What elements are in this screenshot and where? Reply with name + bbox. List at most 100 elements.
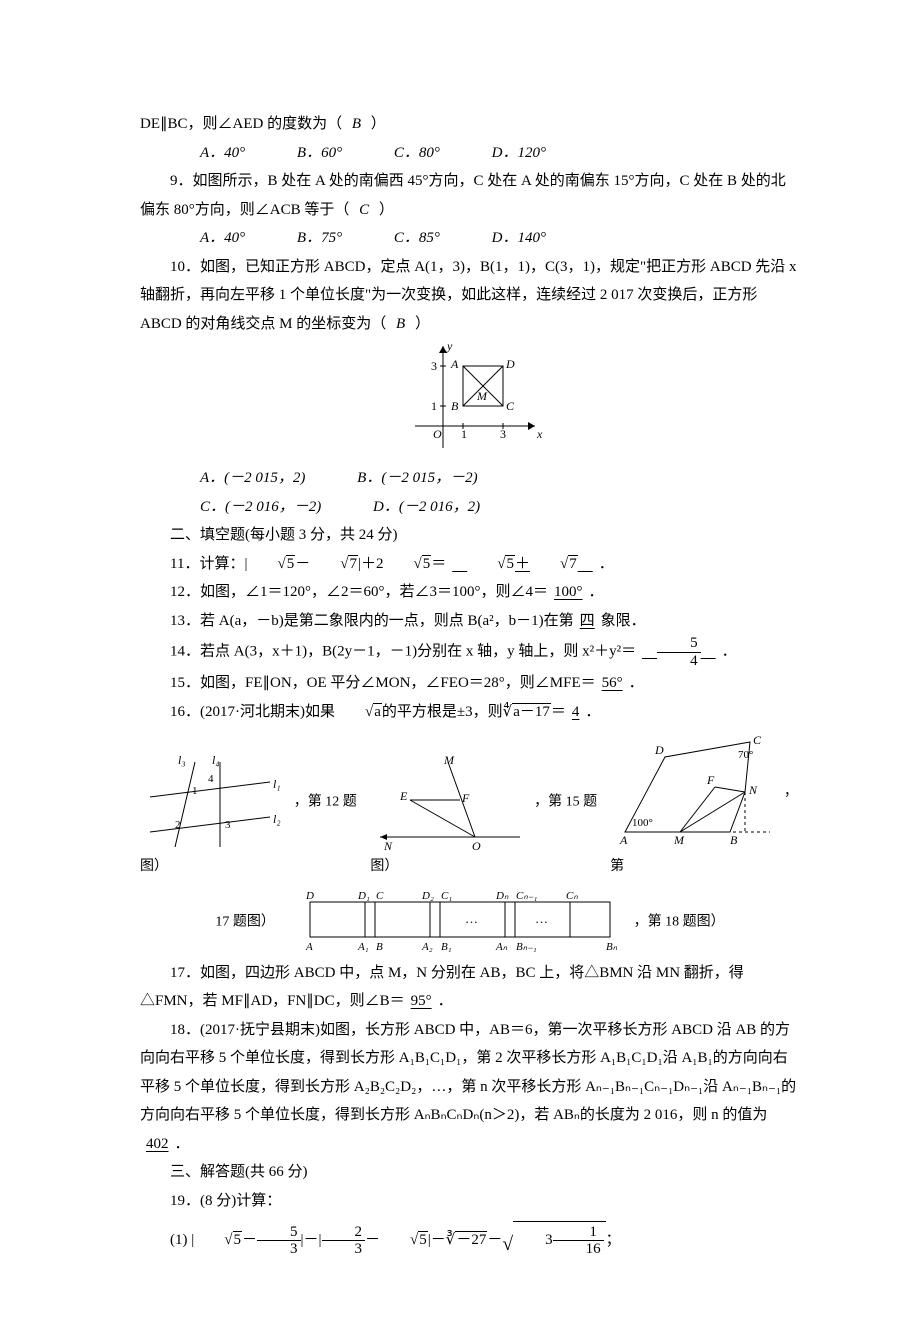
q10-text: 如图，已知正方形 ABCD，定点 A(1，3)，B(1，1)，C(3，1)，规定…: [140, 259, 797, 332]
svg-text:O: O: [433, 427, 442, 441]
q13: 13．若 A(a，－b)是第二象限内的一点，则点 B(a²，b－1)在第四象限．: [140, 607, 800, 636]
svg-text:A: A: [305, 941, 313, 953]
q11-answer: 5＋7: [446, 556, 599, 572]
q8-answer: B: [346, 116, 367, 132]
q19-p1-label: (1): [170, 1232, 191, 1248]
p1-int: 3: [545, 1232, 553, 1248]
svg-text:1: 1: [192, 785, 198, 797]
q10: 10．如图，已知正方形 ABCD，定点 A(1，3)，B(1，1)，C(3，1)…: [140, 253, 800, 339]
q8-opt-d: 120°: [517, 145, 546, 161]
q18-tail: ．: [175, 1136, 190, 1152]
svg-text:C: C: [506, 399, 515, 413]
q9: 9．如图所示，B 处在 A 处的南偏西 45°方向，C 处在 A 处的南偏东 1…: [140, 167, 800, 224]
svg-text:Cₙ: Cₙ: [566, 890, 578, 902]
svg-text:3: 3: [500, 427, 506, 441]
q16-tail: ．: [585, 704, 600, 720]
q16-root1: a: [373, 703, 382, 720]
q9-opt-b: 75°: [321, 230, 342, 246]
q14-text: 若点 A(3，x＋1)，B(2y－1，－1)分别在 x 轴，y 轴上，则 x²＋…: [200, 643, 636, 659]
q14: 14．若点 A(3，x＋1)，B(2y－1，－1)分别在 x 轴，y 轴上，则 …: [140, 635, 800, 669]
svg-text:l₁: l₁: [273, 777, 281, 791]
q12: 12．如图，∠1＝120°，∠2＝60°，若∠3＝100°，则∠4＝100°．: [140, 578, 800, 607]
svg-text:D₂: D₂: [421, 890, 434, 902]
q17-tail: ．: [438, 993, 453, 1009]
q12-tail: ．: [589, 584, 604, 600]
q10-close: ）: [415, 316, 430, 332]
q18-number: 18．: [170, 1022, 200, 1038]
svg-text:Bₙ₋₁: Bₙ₋₁: [516, 941, 537, 953]
svg-text:M: M: [673, 833, 685, 847]
q16-answer: 4: [566, 704, 586, 720]
svg-text:C₁: C₁: [441, 890, 452, 902]
q10-figure: O x y 1 3 1 3 A B C D M: [140, 338, 800, 458]
p1-r1: 5: [233, 1231, 243, 1248]
svg-text:l₃: l₃: [178, 753, 186, 767]
eq: ＝: [431, 556, 446, 572]
svg-text:D₁: D₁: [357, 890, 370, 902]
svg-text:x: x: [536, 427, 543, 441]
svg-text:D: D: [654, 743, 664, 757]
q17: 17．如图，四边形 ABCD 中，点 M，N 分别在 AB，BC 上，将△BMN…: [140, 959, 800, 1016]
svg-text:l₂: l₂: [273, 812, 281, 826]
q8-text: DE∥BC，则∠AED 的度数为（: [140, 116, 342, 132]
q15-answer: 56°: [596, 675, 629, 691]
q8-options: A．40° B．60° C．80° D．120°: [140, 139, 800, 168]
q13-text: 若 A(a，－b)是第二象限内的一点，则点 B(a²，b－1)在第: [200, 613, 574, 629]
cube-root-icon: －27: [446, 1231, 488, 1248]
q11-root1: 5: [286, 555, 296, 572]
q17-number: 17．: [170, 965, 200, 981]
q8-opt-b: 60°: [321, 145, 342, 161]
q9-answer: C: [353, 202, 375, 218]
q10-opt-d: (－2 016，2): [399, 499, 480, 515]
svg-text:3: 3: [225, 819, 231, 831]
q12-number: 12．: [170, 584, 200, 600]
q10-options-1: A．(－2 015，2) B．(－2 015，－2): [140, 464, 800, 493]
q13-tail: 象限．: [601, 613, 646, 629]
q19-part1: (1) |5－53|－|23－5|－－27－√3116；: [140, 1221, 800, 1269]
q15: 15．如图，FE∥ON，OE 平分∠MON，∠FEO＝28°，则∠MFE＝56°…: [140, 669, 800, 698]
svg-text:N: N: [383, 839, 393, 852]
q15-number: 15．: [170, 675, 200, 691]
eq: ＝: [551, 704, 566, 720]
svg-text:M: M: [443, 753, 455, 767]
q9-options: A．40° B．75° C．85° D．140°: [140, 224, 800, 253]
q9-close: ）: [379, 202, 394, 218]
q15-tail: ．: [629, 675, 644, 691]
q19-number: 19．: [170, 1193, 200, 1209]
fig17-caption-tail: 17 题图）: [215, 914, 275, 929]
q10-opt-a: (－2 015，2): [224, 470, 305, 486]
q14-answer: 54: [636, 643, 722, 659]
svg-text:A: A: [619, 833, 628, 847]
q8-opt-c: 80°: [419, 145, 440, 161]
fourth-root-icon: a－17: [503, 703, 551, 720]
minus: －: [295, 556, 310, 572]
fig18-caption: ，第 18 题图）: [634, 914, 725, 929]
q14-tail: ．: [722, 643, 737, 659]
svg-text:4: 4: [208, 773, 214, 785]
svg-text:Bₙ: Bₙ: [606, 941, 618, 953]
figures-row-1: l₁ l₂ l₃ l₄ 1 2 3 4 ，第 12 题图） N O M E F …: [140, 732, 800, 881]
q10-options-2: C．(－2 016，－2) D．(－2 016，2): [140, 493, 800, 522]
figures-row-2: 17 题图） … … D D₁ C D₂ C₁ Dₙ Cₙ₋₁ Cₙ A A₁ …: [140, 887, 800, 957]
svg-text:3: 3: [431, 359, 437, 373]
svg-text:E: E: [399, 789, 408, 803]
svg-text:F: F: [706, 773, 715, 787]
fig-18: … … D D₁ C D₂ C₁ Dₙ Cₙ₋₁ Cₙ A A₁ B A₂ B₁…: [290, 887, 630, 957]
section-2-title: 二、填空题(每小题 3 分，共 24 分): [140, 521, 800, 550]
q9-opt-a: 40°: [224, 230, 245, 246]
svg-text:y: y: [446, 339, 453, 353]
svg-text:B: B: [730, 833, 738, 847]
coord-plane-icon: O x y 1 3 1 3 A B C D M: [395, 338, 545, 458]
svg-text:A₂: A₂: [421, 941, 433, 953]
q19: 19．(8 分)计算：: [140, 1187, 800, 1216]
q11: 11．计算：|5－7|＋25＝ 5＋7 ．: [140, 550, 800, 579]
q16-number: 16．: [170, 704, 200, 720]
q16: 16．(2017·河北期末)如果a的平方根是±3，则a－17＝4．: [140, 698, 800, 727]
q18-text: (2017·抚宁县期末)如图，长方形 ABCD 中，AB＝6，第一次平移长方形 …: [140, 1022, 796, 1124]
q19-head: (8 分)计算：: [200, 1193, 281, 1209]
q12-text: 如图，∠1＝120°，∠2＝60°，若∠3＝100°，则∠4＝: [200, 584, 548, 600]
q9-opt-d: 140°: [517, 230, 546, 246]
q9-opt-c: 85°: [419, 230, 440, 246]
q13-number: 13．: [170, 613, 200, 629]
q16-prefix: (2017·河北期末)如果: [200, 704, 335, 720]
